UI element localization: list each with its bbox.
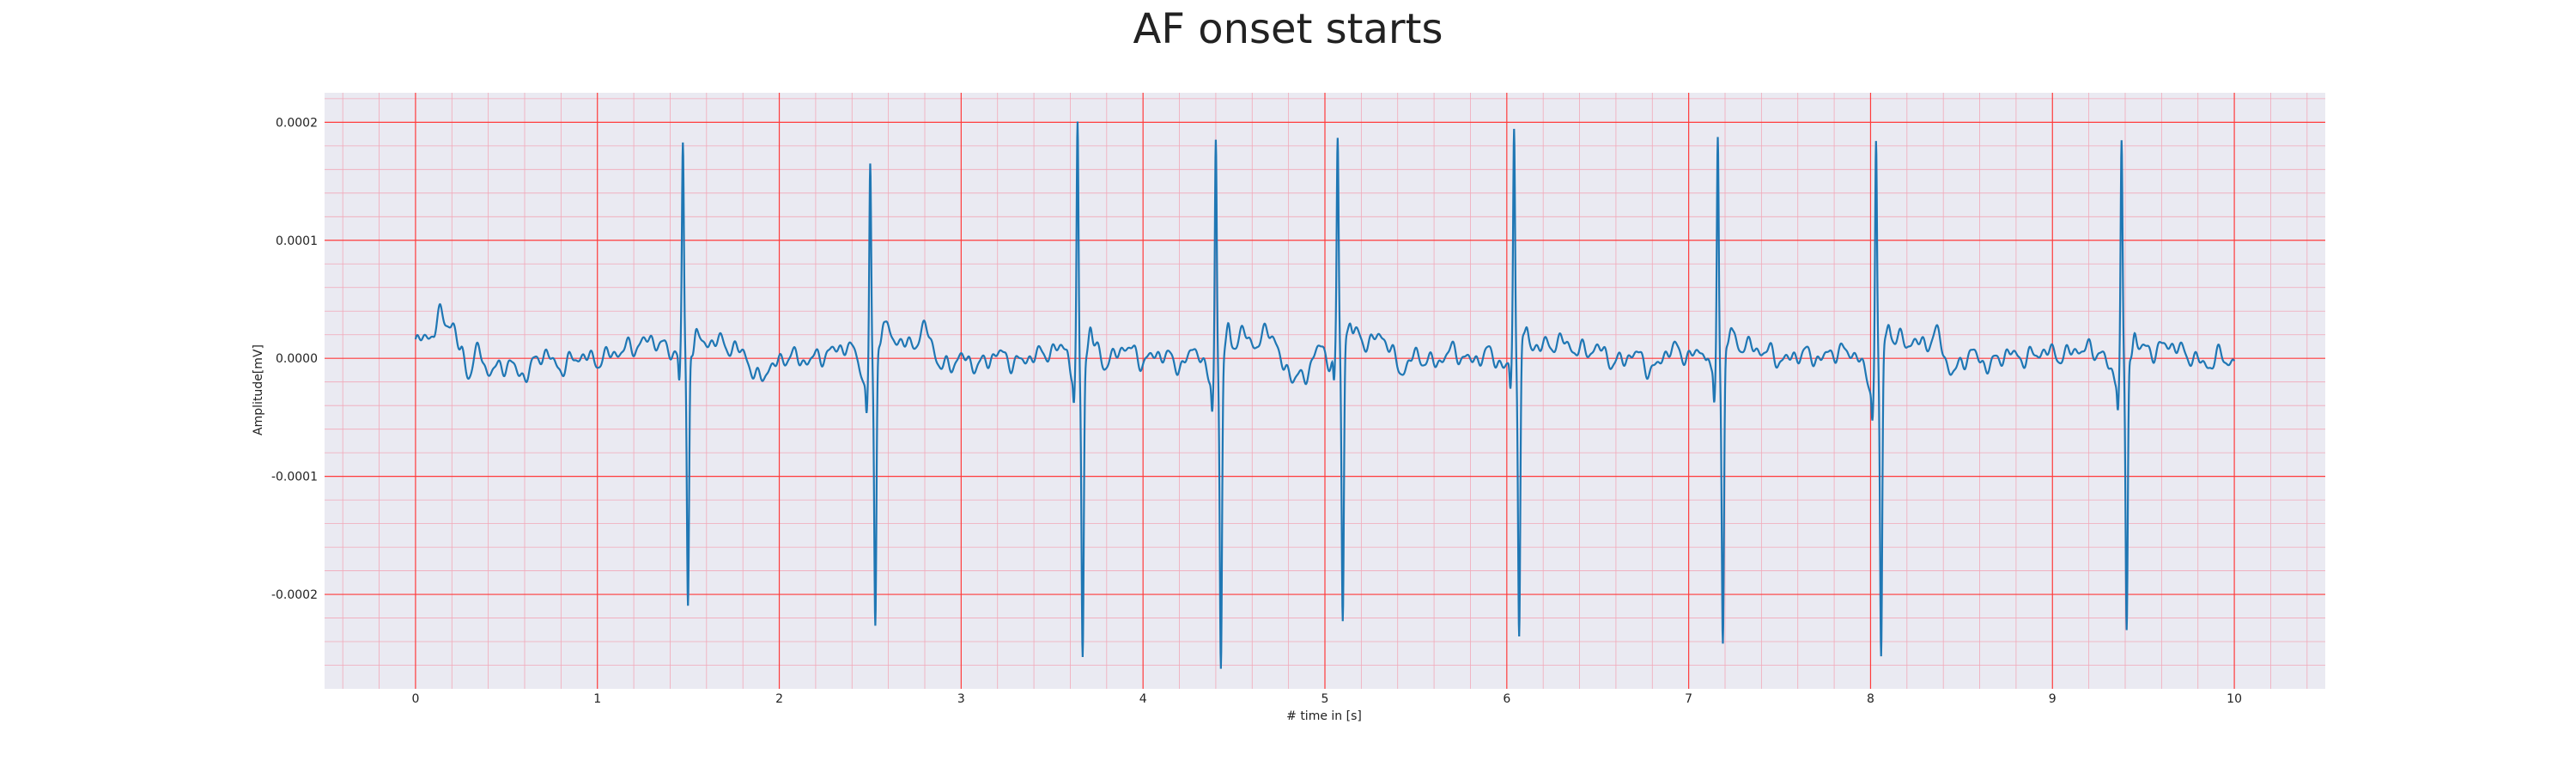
y-tick-label: -0.0002	[271, 588, 318, 602]
x-tick-label: 10	[2227, 692, 2242, 706]
y-axis-label: Amplitude[mV]	[252, 344, 265, 435]
x-tick-label: 5	[1321, 692, 1329, 706]
y-tick-label: 0.0001	[276, 234, 318, 248]
x-tick-label: 7	[1685, 692, 1692, 706]
x-axis-label: # time in [s]	[1286, 709, 1362, 723]
y-axis-ticks: 0.0002 0.0001 0.0000 -0.0001 -0.0002	[271, 116, 318, 602]
x-tick-label: 0	[411, 692, 419, 706]
y-tick-label: 0.0002	[276, 116, 318, 130]
x-tick-label: 8	[1867, 692, 1874, 706]
y-tick-label: 0.0000	[276, 352, 318, 366]
x-axis-ticks: 0 1 2 3 4 5 6 7 8 9 10	[411, 692, 2242, 706]
x-tick-label: 4	[1139, 692, 1147, 706]
y-tick-label: -0.0001	[271, 471, 318, 484]
chart-title: AF onset starts	[1133, 5, 1443, 53]
x-tick-label: 9	[2049, 692, 2057, 706]
major-grid	[325, 93, 2325, 689]
x-tick-label: 1	[593, 692, 601, 706]
x-tick-label: 3	[957, 692, 965, 706]
x-tick-label: 6	[1503, 692, 1510, 706]
ecg-signal-line	[414, 121, 2236, 669]
x-tick-label: 2	[775, 692, 783, 706]
